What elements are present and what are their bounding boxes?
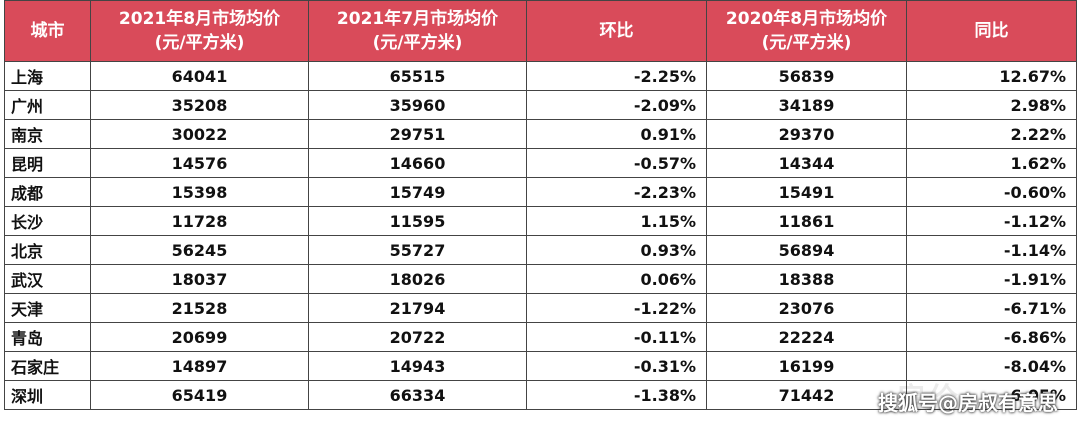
cell-city: 广州 [4,90,91,120]
table-row: 青岛 20699 20722 -0.11% 22224 -6.86% [4,322,1077,352]
header-row: 城市 2021年8月市场均价 (元/平方米) 2021年7月市场均价 (元/平方米)… [4,0,1077,62]
cell-yoy: -6.71% [906,293,1077,323]
cell-yoy: 1.62% [906,148,1077,178]
cell-aug2020: 18388 [706,264,907,294]
cell-mom: -2.25% [526,61,707,91]
cell-aug2021: 21528 [90,293,309,323]
cell-yoy: -6.05% [906,380,1077,410]
cell-city: 深圳 [4,380,91,410]
table-row: 南京 30022 29751 0.91% 29370 2.22% [4,119,1077,149]
cell-jul2021: 29751 [308,119,527,149]
cell-aug2020: 56894 [706,235,907,265]
cell-jul2021: 21794 [308,293,527,323]
table-row: 成都 15398 15749 -2.23% 15491 -0.60% [4,177,1077,207]
table-row: 石家庄 14897 14943 -0.31% 16199 -8.04% [4,351,1077,381]
watermark-logo: 房价 [896,382,960,417]
cell-aug2021: 18037 [90,264,309,294]
cell-yoy: -1.14% [906,235,1077,265]
cell-jul2021: 15749 [308,177,527,207]
header-city: 城市 [4,0,91,62]
cell-mom: 0.06% [526,264,707,294]
cell-city: 昆明 [4,148,91,178]
cell-jul2021: 20722 [308,322,527,352]
table-row: 广州 35208 35960 -2.09% 34189 2.98% [4,90,1077,120]
cell-jul2021: 18026 [308,264,527,294]
cell-aug2021: 14576 [90,148,309,178]
cell-aug2021: 20699 [90,322,309,352]
cell-jul2021: 14660 [308,148,527,178]
cell-yoy: 2.22% [906,119,1077,149]
cell-mom: -2.09% [526,90,707,120]
cell-city: 青岛 [4,322,91,352]
cell-mom: -1.38% [526,380,707,410]
cell-city: 北京 [4,235,91,265]
cell-aug2020: 34189 [706,90,907,120]
cell-jul2021: 55727 [308,235,527,265]
cell-yoy: -0.60% [906,177,1077,207]
cell-mom: -1.22% [526,293,707,323]
table-row: 北京 56245 55727 0.93% 56894 -1.14% [4,235,1077,265]
cell-aug2021: 15398 [90,177,309,207]
cell-aug2020: 23076 [706,293,907,323]
cell-mom: -2.23% [526,177,707,207]
cell-aug2021: 65419 [90,380,309,410]
cell-aug2021: 35208 [90,90,309,120]
cell-aug2020: 16199 [706,351,907,381]
table-row: 上海 64041 65515 -2.25% 56839 12.67% [4,61,1077,91]
cell-aug2021: 56245 [90,235,309,265]
cell-mom: 0.91% [526,119,707,149]
cell-jul2021: 66334 [308,380,527,410]
cell-city: 长沙 [4,206,91,236]
cell-city: 上海 [4,61,91,91]
table-row: 武汉 18037 18026 0.06% 18388 -1.91% [4,264,1077,294]
table-body: 上海 64041 65515 -2.25% 56839 12.67% 广州 35208 3596… [4,61,1077,410]
cell-aug2020: 29370 [706,119,907,149]
cell-yoy: -8.04% [906,351,1077,381]
cell-jul2021: 35960 [308,90,527,120]
cell-yoy: 12.67% [906,61,1077,91]
cell-aug2020: 22224 [706,322,907,352]
cell-city: 成都 [4,177,91,207]
cell-yoy: -1.12% [906,206,1077,236]
table-row: 天津 21528 21794 -1.22% 23076 -6.71% [4,293,1077,323]
cell-mom: -0.57% [526,148,707,178]
cell-aug2020: 14344 [706,148,907,178]
cell-city: 石家庄 [4,351,91,381]
cell-yoy: -6.86% [906,322,1077,352]
header-aug2020: 2020年8月市场均价 (元/平方米) [706,0,907,62]
header-yoy: 同比 [906,0,1077,62]
table-row: 昆明 14576 14660 -0.57% 14344 1.62% [4,148,1077,178]
cell-jul2021: 65515 [308,61,527,91]
table-row: 长沙 11728 11595 1.15% 11861 -1.12% [4,206,1077,236]
cell-aug2020: 56839 [706,61,907,91]
cell-aug2021: 11728 [90,206,309,236]
header-jul2021: 2021年7月市场均价 (元/平方米) [308,0,527,62]
cell-mom: 1.15% [526,206,707,236]
cell-yoy: -1.91% [906,264,1077,294]
cell-aug2020: 15491 [706,177,907,207]
watermark-text: 搜狐号@房叔有意思 [878,391,1058,415]
cell-aug2020: 11861 [706,206,907,236]
cell-jul2021: 14943 [308,351,527,381]
cell-aug2021: 30022 [90,119,309,149]
price-table: 城市 2021年8月市场均价 (元/平方米) 2021年7月市场均价 (元/平方米)… [4,0,1077,410]
cell-aug2020: 71442 [706,380,907,410]
cell-mom: -0.11% [526,322,707,352]
cell-city: 南京 [4,119,91,149]
cell-city: 天津 [4,293,91,323]
header-mom: 环比 [526,0,707,62]
cell-yoy: 2.98% [906,90,1077,120]
cell-aug2021: 64041 [90,61,309,91]
cell-mom: -0.31% [526,351,707,381]
header-aug2021: 2021年8月市场均价 (元/平方米) [90,0,309,62]
table-row: 深圳 65419 66334 -1.38% 71442 -6.05% [4,380,1077,410]
cell-aug2021: 14897 [90,351,309,381]
cell-jul2021: 11595 [308,206,527,236]
cell-city: 武汉 [4,264,91,294]
cell-mom: 0.93% [526,235,707,265]
